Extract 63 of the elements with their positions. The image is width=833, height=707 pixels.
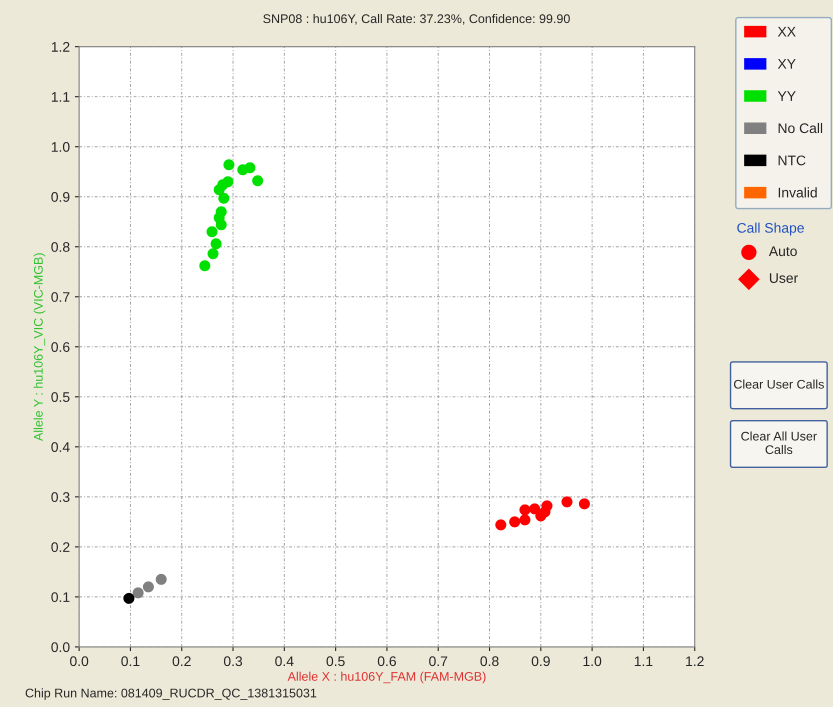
- point: [509, 516, 520, 528]
- text: Clear User Calls: [734, 379, 824, 389]
- legend-label: XY: [778, 59, 796, 69]
- point: [208, 248, 219, 260]
- chart-title: SNP08 : hu106Y, Call Rate: 37.23%, Confidence: 99.90: [263, 14, 570, 25]
- x-tick-label: 0.4: [275, 656, 294, 666]
- legend-label: No Call: [778, 122, 822, 134]
- x-axis-title: Allele X : hu106Y_FAM (FAM-MGB): [288, 672, 486, 684]
- point: [561, 496, 572, 508]
- y-axis-title: Allele Y : hu106Y_VIC (VIC-MGB): [34, 253, 46, 442]
- legend-label: XX: [778, 26, 796, 36]
- y-tick-label: 1.1: [52, 92, 70, 102]
- x-tick-label: 0.2: [172, 656, 191, 666]
- text: Clear All User Calls: [741, 431, 817, 454]
- point: [252, 175, 264, 186]
- y-tick-label: 0.8: [51, 242, 70, 252]
- x-tick-label: 0.8: [480, 656, 499, 666]
- text: User: [770, 273, 798, 283]
- point: [244, 162, 256, 174]
- point: [199, 260, 210, 272]
- point: [216, 219, 227, 230]
- point: [218, 192, 230, 204]
- x-tick-label: 0.9: [532, 656, 550, 666]
- text: Auto: [768, 246, 797, 256]
- point: [519, 514, 530, 526]
- y-tick-label: 0.2: [51, 542, 70, 552]
- text: Call Shape: [737, 222, 804, 236]
- point: [578, 498, 590, 510]
- point: [206, 226, 218, 238]
- point: [123, 592, 134, 604]
- legend-label: YY: [778, 91, 796, 101]
- x-tick-label: 1.1: [634, 656, 652, 666]
- point: [223, 159, 234, 170]
- x-tick-label: 0.0: [70, 656, 88, 666]
- point: [142, 581, 154, 592]
- y-tick-label: 0.6: [51, 342, 70, 352]
- legend-label: Invalid: [778, 187, 817, 198]
- y-tick-label: 0.4: [51, 442, 70, 452]
- y-tick-label: 0.0: [51, 642, 70, 652]
- legend-label: NTC: [778, 155, 806, 166]
- y-tick-label: 0.9: [51, 192, 70, 202]
- point: [495, 519, 506, 530]
- x-tick-label: 0.7: [429, 656, 448, 666]
- point: [529, 503, 540, 514]
- point: [214, 184, 225, 196]
- x-tick-label: 0.3: [224, 656, 242, 666]
- text: Chip Run Name: 081409_RUCDR_QC_1381315031: [26, 688, 316, 700]
- y-tick-label: 1.0: [52, 142, 70, 152]
- y-tick-label: 0.5: [51, 392, 70, 402]
- y-tick-label: 1.2: [52, 42, 70, 52]
- point: [519, 504, 530, 516]
- y-tick-label: 0.1: [51, 592, 70, 602]
- x-tick-label: 0.5: [326, 656, 345, 666]
- x-tick-label: 0.1: [121, 656, 140, 666]
- x-tick-label: 1.2: [686, 656, 704, 666]
- point: [541, 500, 552, 512]
- x-tick-label: 0.6: [378, 656, 396, 666]
- y-tick-label: 0.3: [51, 492, 70, 502]
- y-tick-label: 0.7: [51, 292, 70, 302]
- point: [156, 574, 167, 585]
- point: [210, 238, 222, 250]
- x-tick-label: 1.0: [584, 656, 602, 666]
- point: [132, 587, 144, 598]
